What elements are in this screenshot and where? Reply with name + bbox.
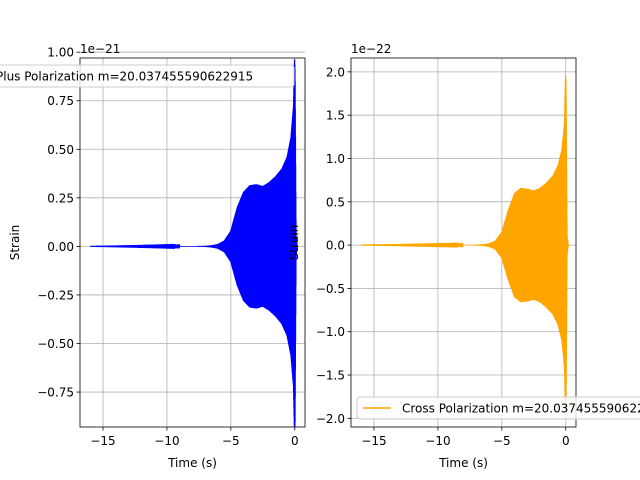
legend-box: [0, 64, 295, 88]
y-tick-label: 0.00: [47, 240, 74, 254]
series-line: [90, 59, 298, 427]
y-tick-label: 0.25: [47, 191, 74, 205]
legend: Cross Polarization m=20.037455590622915: [356, 396, 640, 420]
y-tick-label: 1.00: [47, 46, 74, 60]
tick-labels: −15 −10 −5 0 −2.0 −1.5 −1.0 −0.5 0.0 0.5 1.0 1.5 2.0: [316, 65, 570, 448]
legend-label: Cross Polarization m=20.037455590622915: [402, 402, 640, 416]
legend: Plus Polarization m=20.037455590622915: [0, 64, 295, 88]
offset-label: 1e−22: [351, 42, 391, 56]
x-axis-label: Time (s): [438, 456, 488, 470]
plus-polarization-chart: −15 −10 −5 0 −0.75 −0.50 −0.25 0.00 0.25 0.50 0.75…: [0, 42, 306, 470]
x-axis-label: Time (s): [167, 456, 217, 470]
y-tick-label: −0.75: [37, 386, 74, 400]
y-tick-label: 1.5: [326, 109, 345, 123]
legend-label: Plus Polarization m=20.037455590622915: [0, 70, 253, 84]
y-tick-label: −1.0: [316, 325, 345, 339]
y-axis-label: Strain: [8, 225, 22, 261]
y-axis-label: Strain: [287, 225, 301, 261]
x-tick-label: −10: [425, 434, 450, 448]
series-line: [361, 75, 569, 415]
x-tick-label: 0: [562, 434, 570, 448]
y-tick-label: −0.50: [37, 337, 74, 351]
legend-box: [356, 396, 640, 420]
ticks: [76, 51, 296, 431]
axes-frame: [350, 57, 577, 428]
axes-frame: [79, 57, 306, 428]
y-tick-label: −0.25: [37, 288, 74, 302]
y-tick-label: 0.0: [326, 239, 345, 253]
plot-lines: [361, 75, 569, 415]
x-tick-label: 0: [291, 434, 299, 448]
cross-polarization-chart: −15 −10 −5 0 −2.0 −1.5 −1.0 −0.5 0.0 0.5 1.0 1.5 2.0…: [287, 42, 640, 470]
tick-labels: −15 −10 −5 0 −0.75 −0.50 −0.25 0.00 0.25 0.50 0.75…: [37, 46, 298, 448]
y-tick-label: 1.0: [326, 152, 345, 166]
y-tick-label: −0.5: [316, 282, 345, 296]
x-tick-label: −5: [493, 434, 511, 448]
y-tick-label: 2.0: [326, 65, 345, 79]
y-tick-label: −2.0: [316, 412, 345, 426]
x-tick-label: −5: [222, 434, 240, 448]
offset-label: 1e−21: [80, 42, 120, 56]
x-tick-label: −15: [361, 434, 386, 448]
y-tick-label: 0.5: [326, 195, 345, 209]
ticks: [347, 71, 567, 431]
y-tick-label: 0.75: [47, 94, 74, 108]
x-tick-label: −10: [154, 434, 179, 448]
y-tick-label: 0.50: [47, 143, 74, 157]
plot-lines: [90, 59, 298, 427]
x-tick-label: −15: [90, 434, 115, 448]
y-tick-label: −1.5: [316, 369, 345, 383]
